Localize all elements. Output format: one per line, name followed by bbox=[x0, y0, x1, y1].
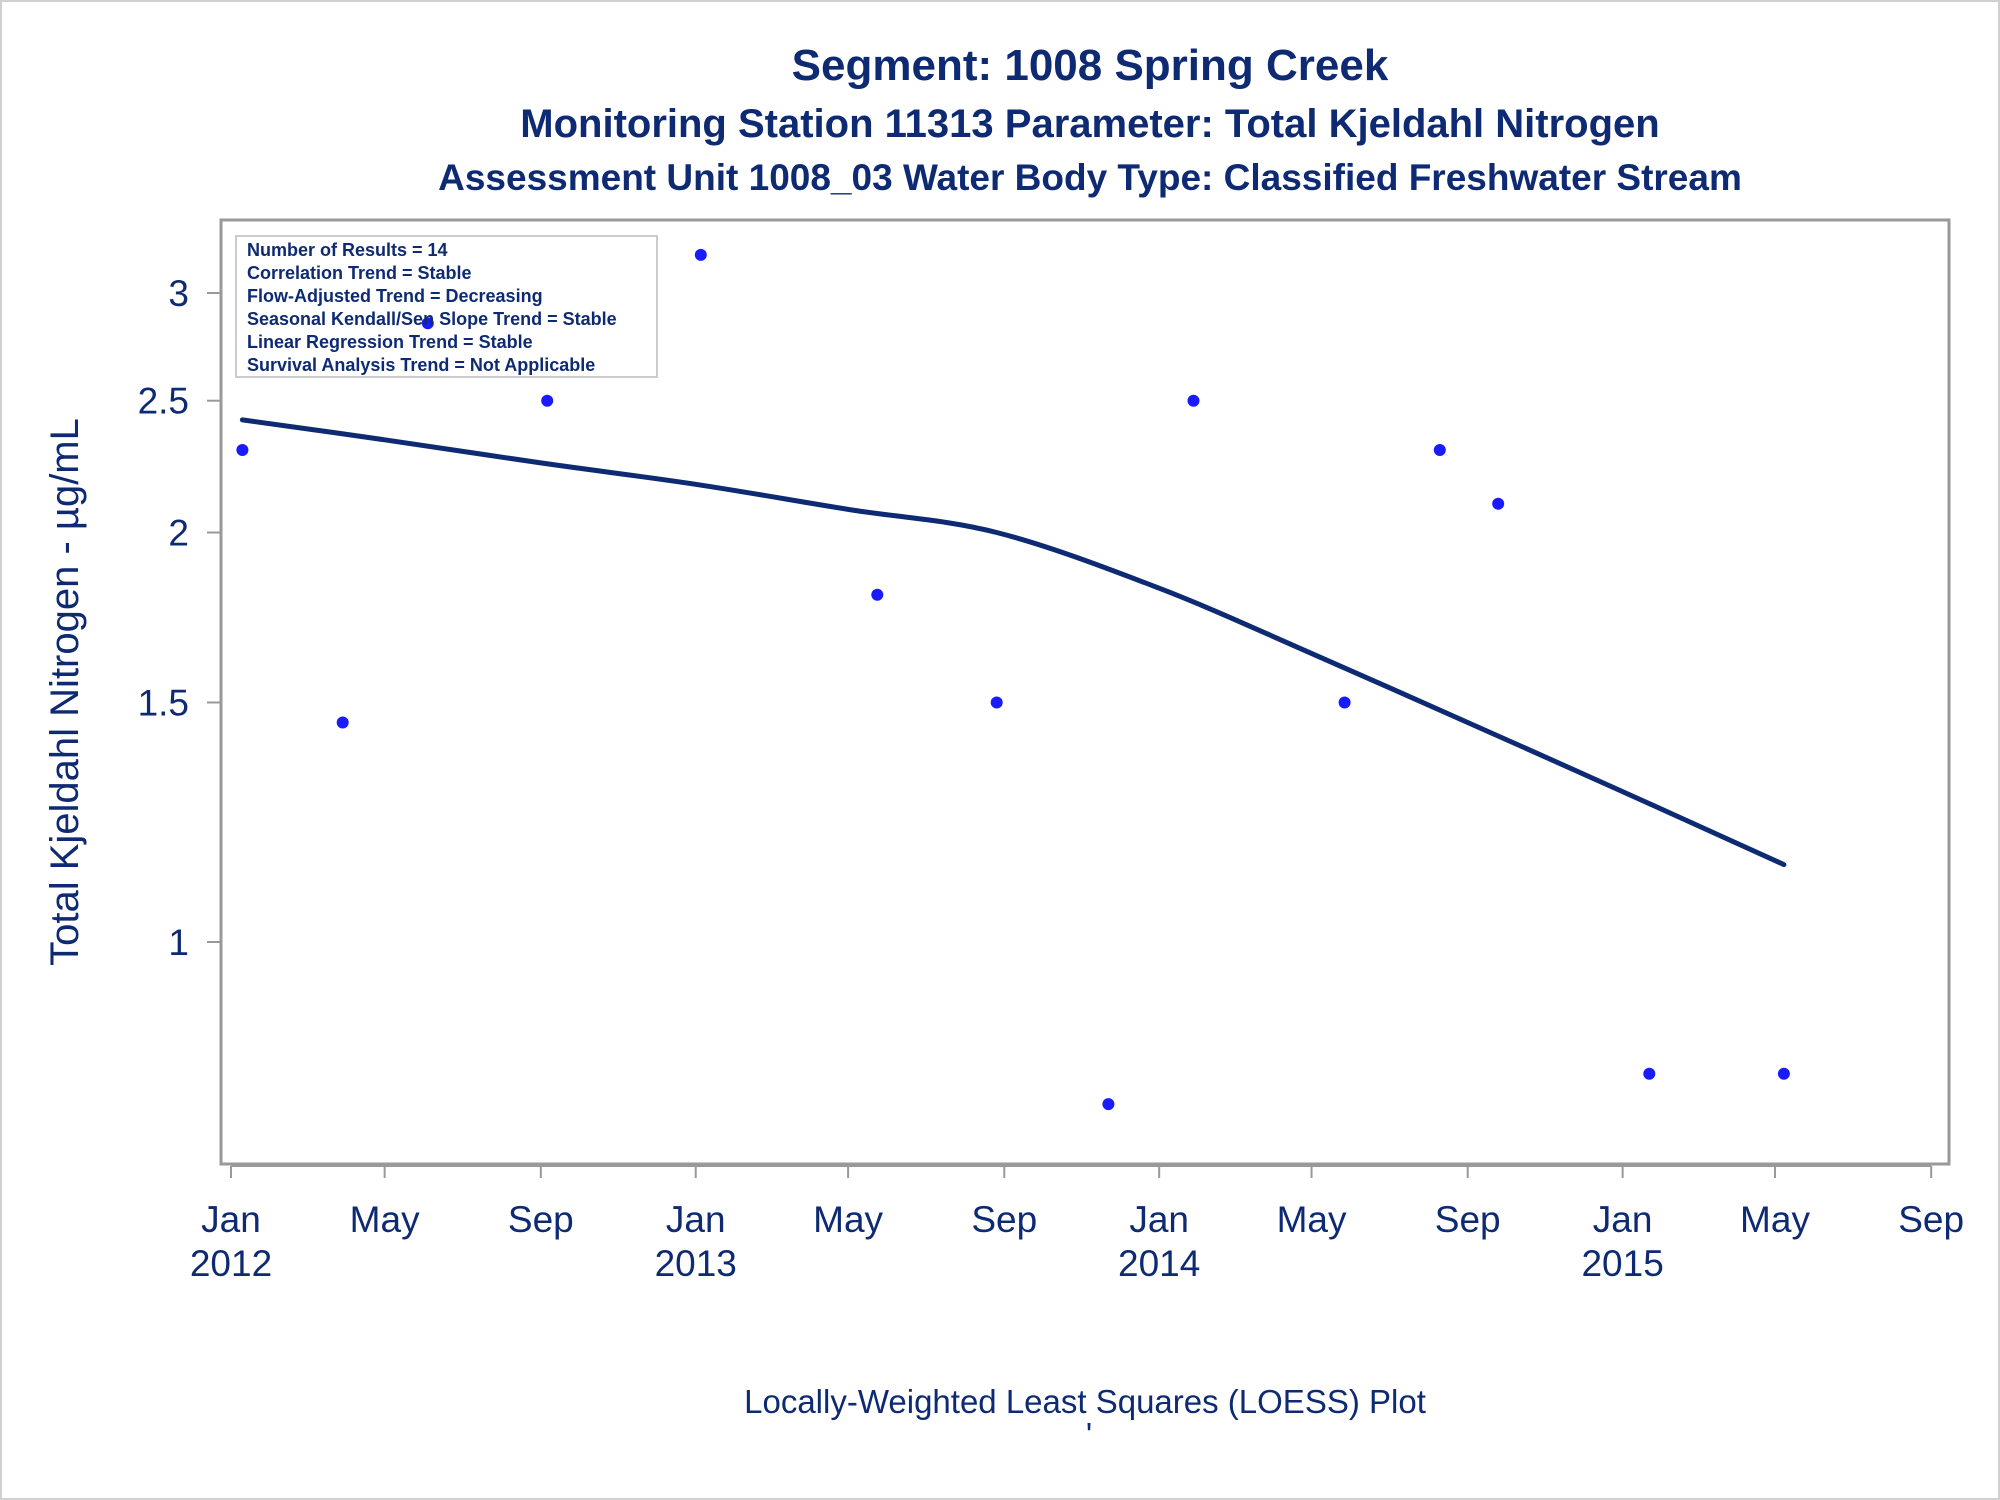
loess-trend-line bbox=[239, 417, 1787, 868]
x-tick-label: May bbox=[350, 1199, 420, 1240]
data-point bbox=[1187, 394, 1200, 407]
chart-subtitle-assessment: Assessment Unit 1008_03 Water Body Type:… bbox=[438, 157, 1742, 198]
inset-line-survival-analysis: Survival Analysis Trend = Not Applicable bbox=[247, 355, 595, 375]
x-tick-label: Sep bbox=[508, 1199, 574, 1240]
plot-area-border bbox=[219, 218, 1951, 1166]
data-points bbox=[236, 248, 1790, 1111]
x-tick-label: May bbox=[1277, 1199, 1347, 1240]
x-tick-label: Jan bbox=[201, 1199, 261, 1240]
inset-line-correlation: Correlation Trend = Stable bbox=[247, 263, 472, 283]
chart-title: Segment: 1008 Spring Creek bbox=[792, 41, 1389, 90]
stats-inset-box bbox=[235, 235, 658, 378]
data-point bbox=[1777, 1067, 1790, 1080]
x-tick-year-label: 2013 bbox=[655, 1243, 737, 1284]
data-point bbox=[1643, 1067, 1656, 1080]
x-tick-label: Jan bbox=[1129, 1199, 1189, 1240]
y-tick-label: 1.5 bbox=[138, 682, 189, 723]
x-tick-year-label: 2012 bbox=[190, 1243, 272, 1284]
x-tick-label: Jan bbox=[666, 1199, 726, 1240]
inset-line-flow-adjusted: Flow-Adjusted Trend = Decreasing bbox=[247, 286, 543, 306]
chart-subtitle-station: Monitoring Station 11313 Parameter: Tota… bbox=[520, 102, 1659, 146]
x-tick-label: Sep bbox=[971, 1199, 1037, 1240]
stats-inset: Number of Results = 14 Correlation Trend… bbox=[235, 235, 658, 378]
data-point bbox=[990, 696, 1003, 709]
data-point bbox=[1102, 1098, 1115, 1111]
y-tick-label: 1 bbox=[168, 922, 189, 963]
data-point bbox=[541, 394, 554, 407]
y-tick-label: 3 bbox=[168, 273, 189, 314]
x-tick-label: Sep bbox=[1435, 1199, 1501, 1240]
inset-line-linear-regression: Linear Regression Trend = Stable bbox=[247, 332, 533, 352]
data-point bbox=[1338, 696, 1351, 709]
x-tick-label: May bbox=[813, 1199, 883, 1240]
y-tick-label: 2 bbox=[168, 513, 189, 554]
data-point bbox=[336, 716, 349, 729]
x-tick-year-label: 2015 bbox=[1581, 1243, 1663, 1284]
x-tick-year-label: 2014 bbox=[1118, 1243, 1200, 1284]
data-point bbox=[694, 248, 707, 261]
inset-line-results: Number of Results = 14 bbox=[247, 240, 448, 260]
x-tick-label: May bbox=[1740, 1199, 1810, 1240]
data-point bbox=[1492, 497, 1505, 510]
data-point bbox=[421, 317, 434, 330]
y-axis: 1 1.5 2 2.5 3 bbox=[138, 273, 221, 963]
data-point bbox=[236, 444, 249, 456]
y-axis-label: Total Kjeldahl Nitrogen - µg/mL bbox=[43, 418, 87, 966]
x-tick-label: Jan bbox=[1593, 1199, 1653, 1240]
data-point bbox=[1433, 444, 1446, 456]
footnote: Locally-Weighted Least Squares (LOESS) P… bbox=[744, 1383, 1426, 1420]
footnote-mark: ' bbox=[1086, 1416, 1092, 1453]
loess-layer bbox=[239, 417, 1787, 868]
x-tick-label: Sep bbox=[1898, 1199, 1964, 1240]
y-tick-label: 2.5 bbox=[138, 381, 189, 422]
inset-line-seasonal-kendall: Seasonal Kendall/Sen Slope Trend = Stabl… bbox=[247, 309, 617, 329]
data-point bbox=[871, 588, 884, 601]
